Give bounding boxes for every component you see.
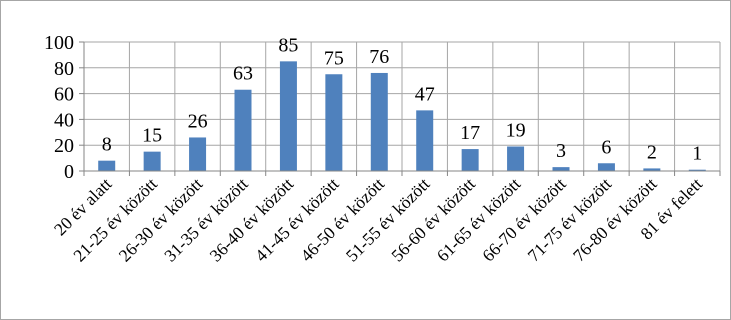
data-label: 76 xyxy=(369,46,389,68)
data-label: 85 xyxy=(278,34,298,56)
data-label: 17 xyxy=(460,122,480,144)
bar xyxy=(643,168,661,171)
bar xyxy=(688,169,706,171)
data-labels: 8 15 26 63 85 75 76 47 17 19 3 6 2 1 xyxy=(102,34,703,164)
bar xyxy=(234,89,252,171)
bars xyxy=(98,61,706,171)
y-tick-label: 100 xyxy=(44,32,74,54)
data-label: 47 xyxy=(415,83,435,105)
data-label: 19 xyxy=(506,119,526,141)
bar xyxy=(597,163,615,171)
bar xyxy=(507,146,525,171)
data-label: 6 xyxy=(601,136,611,158)
bar xyxy=(98,160,116,171)
axes xyxy=(79,41,721,176)
bar xyxy=(552,167,570,171)
data-label: 75 xyxy=(324,47,344,69)
data-label: 1 xyxy=(692,143,702,165)
gridlines xyxy=(83,41,721,171)
bar xyxy=(416,110,434,171)
data-label: 26 xyxy=(188,110,208,132)
y-tick-label: 0 xyxy=(64,161,74,183)
data-label: 8 xyxy=(102,134,112,156)
bar xyxy=(370,72,388,171)
data-label: 15 xyxy=(142,125,162,147)
data-label: 3 xyxy=(556,140,566,162)
y-tick-label: 20 xyxy=(54,135,74,157)
bar xyxy=(461,149,479,171)
y-tick-label: 60 xyxy=(54,84,74,106)
y-tick-label: 80 xyxy=(54,58,74,80)
bar xyxy=(325,74,343,171)
data-label: 63 xyxy=(233,63,253,85)
bar xyxy=(143,151,161,171)
bar xyxy=(189,137,207,171)
bar xyxy=(279,61,297,171)
y-axis-ticks: 0 20 40 60 80 100 xyxy=(44,32,74,183)
y-tick-label: 40 xyxy=(54,109,74,131)
data-label: 2 xyxy=(647,141,657,163)
